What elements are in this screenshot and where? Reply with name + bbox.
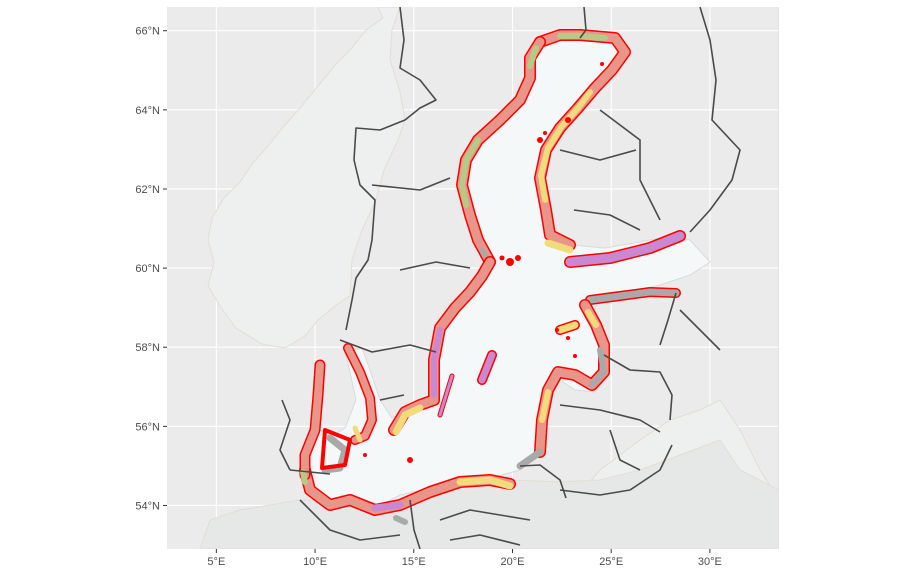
y-tick-label: 66°N	[135, 26, 160, 38]
x-tick-label: 5°E	[207, 556, 225, 568]
x-tick-label: 20°E	[500, 556, 524, 568]
border-poland-inner-2	[449, 534, 521, 546]
y-tick-label: 58°N	[135, 342, 160, 354]
coastal-zones	[299, 29, 686, 525]
coastal-band-denmark-west	[301, 361, 324, 479]
norway-land	[207, 7, 406, 349]
x-axis: 5°E 10°E 15°E 20°E 25°E 30°E	[207, 549, 722, 568]
y-tick-label: 64°N	[135, 105, 160, 117]
coastal-band-north-green	[557, 33, 608, 41]
border-sweden-inner-3	[339, 339, 437, 353]
y-tick-label: 60°N	[135, 263, 160, 275]
coastal-band-north-yellow	[538, 89, 593, 203]
border-finland-russia	[689, 7, 741, 233]
border-russia-belarus	[559, 444, 673, 496]
coastal-band-sweden-green	[459, 45, 539, 208]
border-kaliningrad	[519, 464, 567, 499]
border-norway-sweden	[345, 7, 437, 331]
y-tick-label: 54°N	[135, 500, 160, 512]
y-tick-label: 62°N	[135, 184, 160, 196]
border-sweden-finland	[579, 7, 587, 39]
coastal-band-estonia	[586, 288, 680, 304]
border-germany-inner	[299, 499, 401, 541]
border-finland-inner-2	[559, 149, 637, 161]
border-sweden-inner-2	[399, 261, 471, 271]
coastal-band-kattegat	[344, 344, 376, 444]
border-latvia	[603, 354, 673, 421]
country-borders	[279, 7, 741, 549]
coastal-band-finland-south	[565, 231, 685, 267]
y-tick-label: 56°N	[135, 421, 160, 433]
border-estonia-russia	[659, 292, 677, 346]
border-sweden-inner-1	[371, 177, 451, 191]
border-finland-inner-1	[599, 109, 661, 221]
border-poland-inner-1	[439, 509, 531, 521]
x-tick-label: 15°E	[402, 556, 426, 568]
x-tick-label: 30°E	[698, 556, 722, 568]
border-denmark-jutland	[279, 399, 291, 471]
x-tick-label: 10°E	[303, 556, 327, 568]
border-finland-inner-3	[573, 209, 641, 231]
border-lithuania	[559, 404, 661, 433]
archipelago-spots	[363, 62, 604, 463]
border-sweden-inner-4	[379, 394, 405, 401]
border-baltic-inner-1	[609, 429, 641, 471]
border-poland-germany	[409, 499, 421, 549]
border-baltic-inner-2	[679, 309, 721, 351]
x-tick-label: 25°E	[599, 556, 623, 568]
y-axis: 54°N 56°N 58°N 60°N 62°N 64°N 66°N	[135, 26, 167, 512]
border-germany-denmark	[289, 469, 331, 475]
